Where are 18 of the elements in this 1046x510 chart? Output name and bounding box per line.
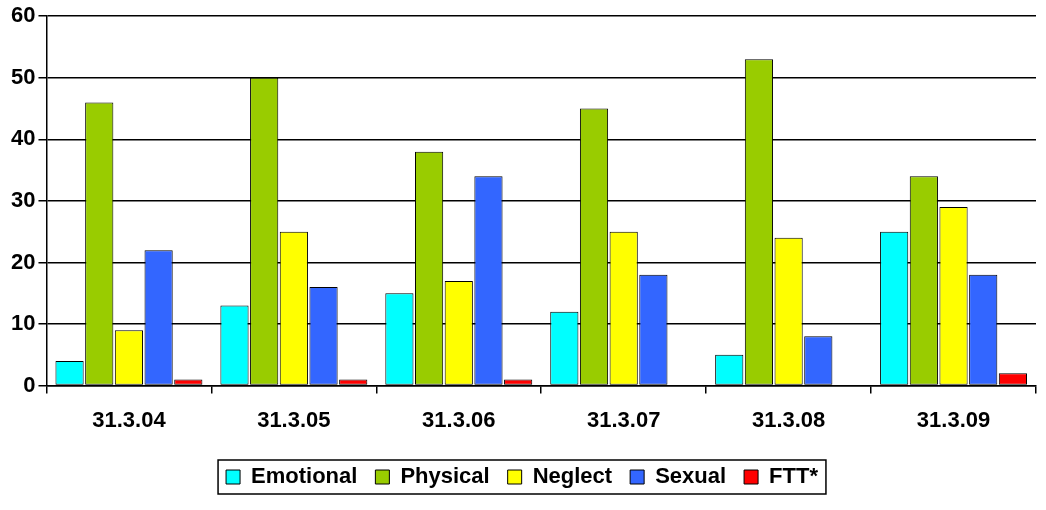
legend-label: Emotional bbox=[251, 463, 358, 489]
y-tick-label: 30 bbox=[10, 186, 36, 212]
x-tick-label: 31.3.07 bbox=[586, 406, 661, 432]
legend-label: Sexual bbox=[655, 463, 727, 489]
legend-label: Neglect bbox=[532, 463, 613, 489]
legend-label: Physical bbox=[400, 463, 490, 489]
y-tick-label: 20 bbox=[10, 248, 36, 274]
y-tick-label: 40 bbox=[10, 125, 36, 151]
x-tick-label: 31.3.06 bbox=[422, 406, 496, 432]
y-tick-label: 10 bbox=[10, 310, 36, 336]
x-tick-label: 31.3.09 bbox=[916, 406, 991, 432]
y-tick-label: 60 bbox=[10, 2, 36, 28]
y-tick-label: 50 bbox=[10, 63, 36, 89]
x-tick-label: 31.3.08 bbox=[751, 406, 826, 432]
y-tick-label: 0 bbox=[23, 371, 36, 397]
x-tick-label: 31.3.05 bbox=[257, 406, 331, 432]
legend-label: FTT* bbox=[769, 463, 819, 489]
x-tick-label: 31.3.04 bbox=[92, 406, 167, 432]
